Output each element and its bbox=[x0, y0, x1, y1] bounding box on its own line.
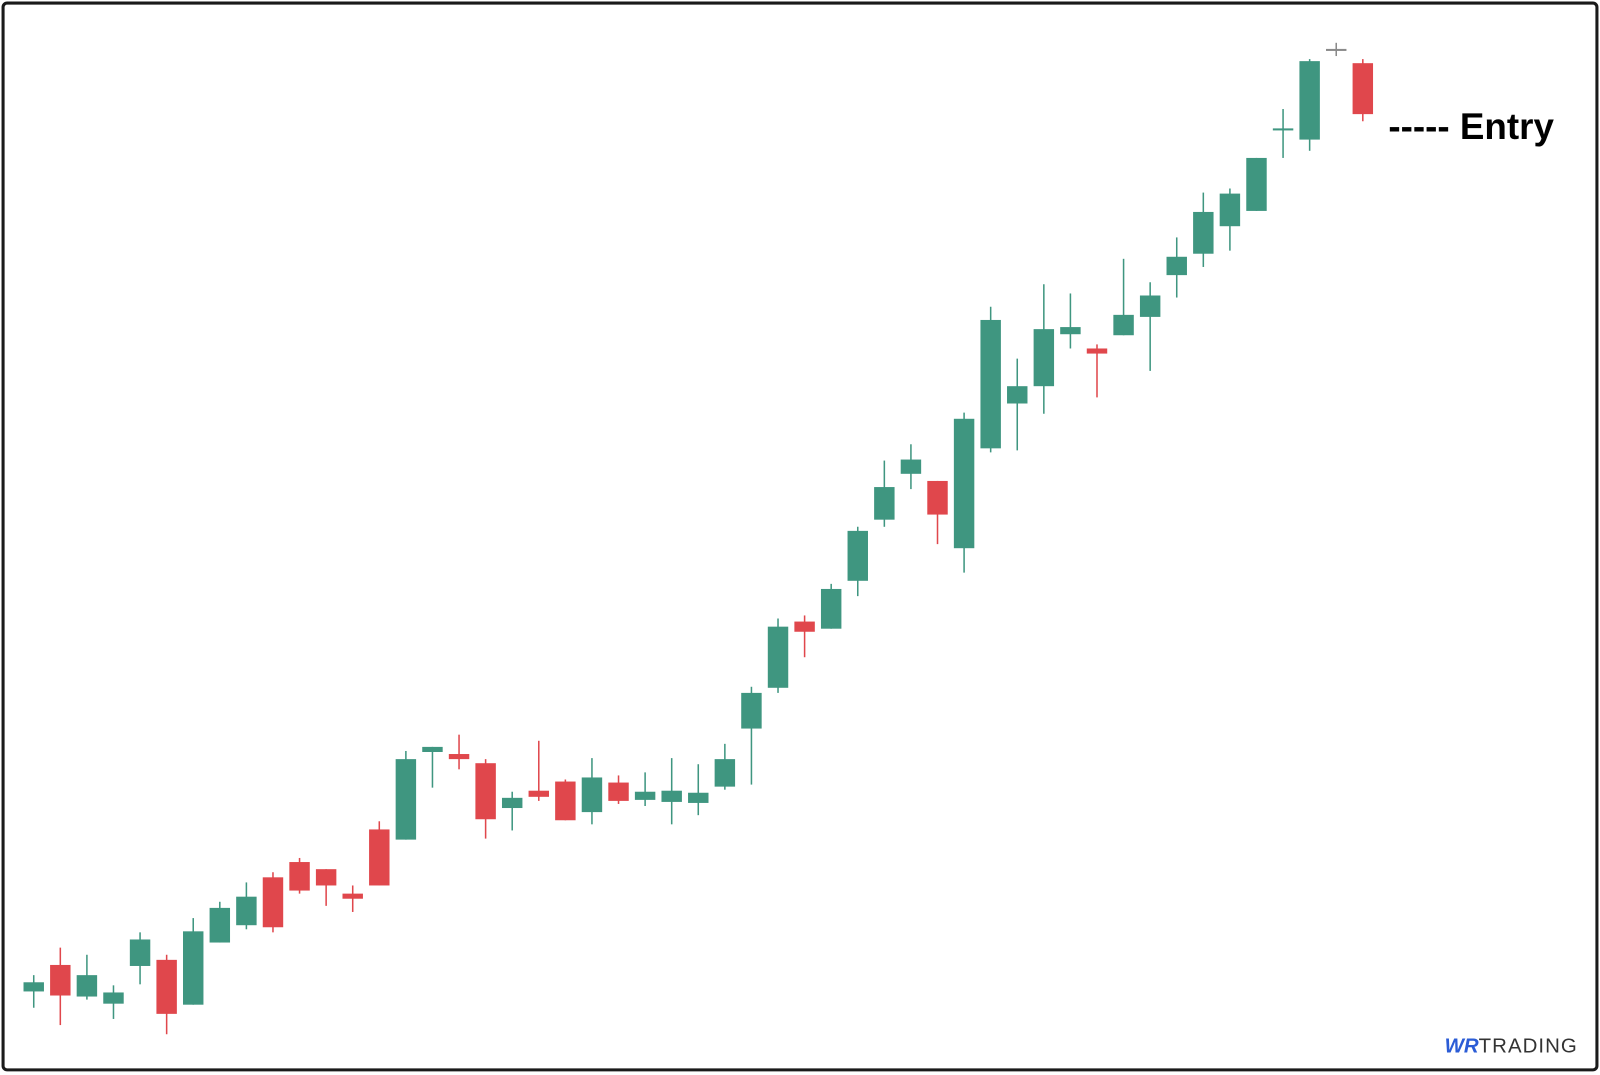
candle-body bbox=[820, 588, 842, 629]
brand-logo: WRTRADING bbox=[1445, 1036, 1578, 1058]
candle-body bbox=[50, 964, 71, 996]
candle-body bbox=[767, 626, 789, 688]
candle-body bbox=[315, 869, 337, 886]
candle-body bbox=[369, 829, 390, 886]
candle-body bbox=[209, 907, 231, 943]
candle-body bbox=[608, 782, 629, 801]
candle-body bbox=[129, 939, 151, 966]
candle-body bbox=[528, 790, 550, 797]
candle-body bbox=[156, 959, 177, 1014]
candle-body bbox=[1352, 63, 1374, 115]
candle-body bbox=[661, 790, 682, 802]
candle-body bbox=[395, 759, 417, 840]
candle-body bbox=[714, 759, 736, 787]
candle-body bbox=[900, 459, 922, 474]
candle-body bbox=[103, 992, 124, 1004]
candle-body bbox=[1326, 48, 1347, 51]
candle-body bbox=[927, 480, 948, 515]
candle-body bbox=[183, 931, 204, 1005]
candle-body bbox=[1166, 256, 1187, 276]
candle-body bbox=[555, 781, 576, 821]
candle-body bbox=[980, 319, 1001, 449]
candle-body bbox=[475, 763, 496, 820]
brand-mark: WR bbox=[1445, 1036, 1479, 1058]
candle-body bbox=[1246, 157, 1267, 211]
candle-body bbox=[76, 975, 98, 997]
candle-body bbox=[953, 418, 975, 549]
candle-body bbox=[581, 777, 603, 813]
candle-body bbox=[236, 896, 257, 926]
candle-body bbox=[1299, 61, 1320, 140]
candle-body bbox=[1033, 329, 1055, 387]
candle-body bbox=[634, 791, 656, 800]
candle-body bbox=[342, 893, 363, 899]
entry-annotation: ----- Entry bbox=[1388, 106, 1554, 147]
candle-body bbox=[688, 792, 709, 803]
candle-body bbox=[1139, 295, 1161, 317]
brand-name: TRADING bbox=[1479, 1036, 1578, 1058]
candle-body bbox=[422, 746, 443, 752]
candle-body bbox=[262, 877, 284, 928]
candle-body bbox=[1193, 211, 1214, 254]
candle-body bbox=[1007, 386, 1028, 404]
candle-body bbox=[501, 797, 523, 809]
candle-body bbox=[1060, 327, 1081, 335]
candle-body bbox=[23, 982, 44, 992]
candle-body bbox=[741, 692, 762, 729]
candle-body bbox=[1086, 348, 1108, 354]
candle-body bbox=[289, 862, 310, 891]
candle-body bbox=[448, 754, 470, 760]
candle-body bbox=[1272, 128, 1294, 131]
candle-body bbox=[1219, 193, 1241, 227]
candle-body bbox=[847, 530, 868, 581]
candle-body bbox=[1113, 314, 1134, 336]
candle-body bbox=[794, 621, 815, 632]
candle-body bbox=[874, 487, 895, 520]
